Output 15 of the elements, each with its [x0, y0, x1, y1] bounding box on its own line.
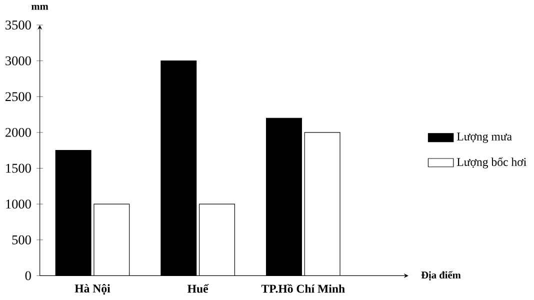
y-axis-title: mm	[32, 5, 48, 10]
y-tick-label: 1500	[6, 164, 31, 173]
y-tick-label: 0	[25, 271, 31, 280]
legend-label: Lượng mưa	[456, 132, 512, 144]
x-tick-label: Huế	[188, 284, 209, 293]
y-tick-label: 1000	[6, 200, 31, 209]
legend-label: Lượng bốc hơi	[456, 158, 526, 169]
x-tick-label: Hà Nội	[74, 284, 110, 295]
y-tick-label: 500	[12, 236, 31, 245]
y-tick-label: 3000	[6, 56, 31, 66]
y-tick-label: 2000	[6, 128, 31, 138]
y-tick-label: 2500	[6, 92, 31, 102]
x-axis-title: Địa điểm	[421, 271, 461, 281]
y-tick-label: 3500	[6, 20, 31, 30]
x-tick-label: TP.Hồ Chí Minh	[261, 284, 345, 293]
